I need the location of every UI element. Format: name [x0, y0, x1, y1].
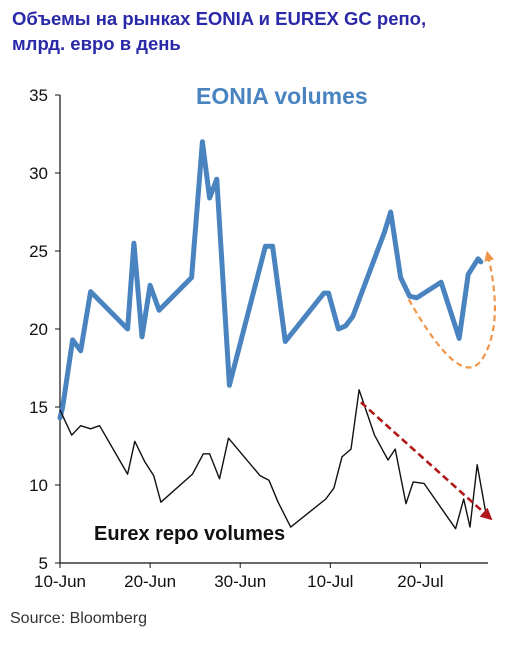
- y-tick-label: 30: [29, 164, 48, 183]
- chart-title-line1: Объемы на рынках EONIA и EUREX GC репо,: [12, 8, 427, 29]
- eurex-trend-arrow: [360, 401, 493, 521]
- x-tick-label: 10-Jul: [307, 572, 353, 591]
- y-tick-label: 35: [29, 86, 48, 105]
- series-layer: [57, 139, 486, 530]
- annotation-layer: [360, 250, 496, 521]
- legend-eonia-volumes: EONIA volumes: [196, 83, 368, 109]
- y-tick-label: 20: [29, 320, 48, 339]
- x-tick-label: 20-Jun: [124, 572, 176, 591]
- chart-title-line2: млрд. евро в день: [12, 33, 181, 54]
- axes: 5 10 15 20 25 30 35 10-Jun 20-Jun 30-Jun 10-Jul 20-…: [29, 86, 488, 591]
- x-tick-label: 30-Jun: [214, 572, 266, 591]
- y-tick-label: 15: [29, 398, 48, 417]
- legend-eurex-repo-volumes: Eurex repo volumes: [94, 523, 285, 545]
- y-tick-label: 10: [29, 476, 48, 495]
- series-line-eurex-repo-volumes: [59, 389, 486, 530]
- series-line-eonia-volumes: [57, 139, 484, 421]
- y-tick-label: 25: [29, 242, 48, 261]
- chart-title: Объемы на рынках EONIA и EUREX GC репо, …: [12, 6, 517, 56]
- y-tick-label: 5: [39, 554, 48, 573]
- x-tick-label: 20-Jul: [397, 572, 443, 591]
- source-note: Source: Bloomberg: [10, 610, 147, 627]
- eonia-trend-arrow: [407, 250, 496, 369]
- x-tick-label: 10-Jun: [34, 572, 86, 591]
